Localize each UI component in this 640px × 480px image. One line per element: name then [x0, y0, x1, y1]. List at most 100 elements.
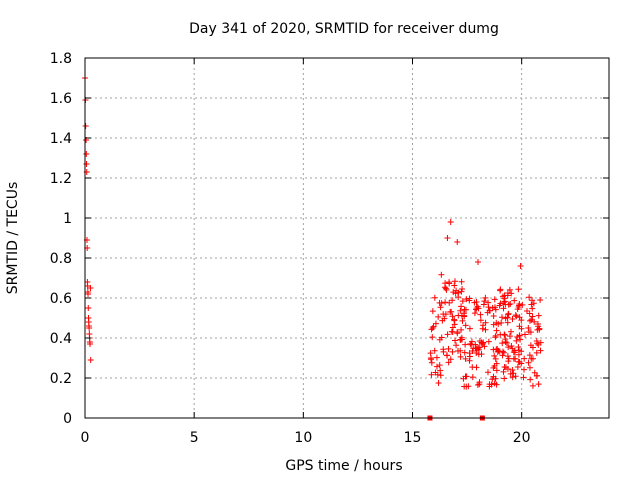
data-point — [458, 278, 465, 285]
data-point — [462, 306, 469, 313]
data-point — [435, 379, 442, 386]
data-point — [506, 286, 513, 293]
data-point — [509, 367, 516, 374]
data-point — [504, 314, 511, 321]
data-point — [454, 239, 461, 245]
data-point — [533, 337, 540, 344]
data-point — [457, 336, 464, 343]
data-point — [427, 350, 434, 357]
data-point — [474, 303, 481, 310]
data-point — [521, 355, 528, 362]
data-point — [85, 305, 92, 311]
data-point — [517, 263, 524, 269]
data-point — [531, 369, 538, 376]
data-point — [529, 313, 536, 320]
data-point — [455, 289, 462, 296]
data-point — [428, 359, 435, 366]
data-point — [529, 382, 536, 389]
data-point — [475, 259, 481, 265]
data-point — [446, 299, 453, 306]
data-point — [489, 376, 496, 383]
data-point — [474, 381, 481, 388]
data-point — [502, 338, 509, 345]
data-point — [87, 357, 94, 363]
data-point — [82, 123, 89, 129]
data-point — [511, 297, 518, 304]
data-point — [499, 340, 506, 347]
data-point — [504, 290, 511, 297]
data-point — [468, 341, 475, 348]
data-point — [505, 310, 512, 317]
data-point — [515, 343, 522, 350]
data-point — [505, 311, 512, 318]
data-point — [518, 325, 525, 332]
data-point — [513, 337, 520, 344]
data-point — [83, 151, 90, 157]
data-point — [449, 313, 456, 320]
data-point — [457, 353, 464, 360]
data-point — [505, 355, 512, 362]
data-point — [492, 332, 499, 339]
data-point — [518, 317, 525, 324]
data-point — [520, 374, 527, 381]
data-point — [491, 352, 498, 359]
data-point — [447, 219, 454, 225]
data-point — [436, 336, 443, 343]
data-point — [533, 349, 540, 356]
data-point — [491, 296, 498, 303]
y-tick-label: 0.4 — [50, 331, 72, 347]
y-axis-label: SRMTID / TECUs — [5, 182, 21, 295]
data-point — [428, 356, 435, 363]
data-point — [491, 304, 498, 311]
data-point — [497, 287, 504, 294]
data-point — [520, 366, 527, 373]
y-tick-label: 1.2 — [50, 171, 72, 187]
y-tick-label: 0.8 — [50, 251, 72, 267]
x-tick-label: 20 — [513, 430, 531, 446]
data-point — [499, 314, 506, 321]
data-point — [438, 271, 445, 278]
x-axis-label: GPS time / hours — [285, 458, 402, 474]
data-point — [449, 297, 456, 304]
data-point — [429, 334, 436, 341]
data-point — [444, 331, 451, 338]
data-point — [526, 352, 533, 359]
y-tick-label: 0 — [63, 411, 72, 427]
data-point — [513, 313, 520, 320]
data-point — [458, 303, 465, 310]
x-tick-label: 0 — [81, 430, 90, 446]
data-point — [449, 348, 456, 355]
chart-title: Day 341 of 2020, SRMTID for receiver dum… — [189, 21, 499, 37]
data-point — [431, 347, 438, 354]
data-point — [444, 235, 451, 241]
x-tick-label: 15 — [404, 430, 422, 446]
data-point — [510, 370, 517, 377]
data-point — [479, 325, 486, 332]
data-point — [451, 282, 458, 289]
data-point — [463, 383, 470, 390]
data-point — [433, 354, 440, 361]
data-point — [461, 349, 468, 356]
data-point — [452, 337, 459, 344]
data-point — [433, 363, 440, 370]
data-point — [462, 355, 469, 362]
data-point — [432, 320, 439, 327]
data-point — [451, 278, 458, 285]
data-point — [500, 305, 507, 312]
data-point — [459, 317, 466, 324]
data-point — [525, 328, 532, 335]
data-point — [87, 341, 94, 347]
grid-lines — [85, 58, 609, 418]
axis-ticks: 0 0.2 0.4 0.6 0.8 1 1.2 1.4 1.6 1.8 0 5 10 15 20 — [50, 51, 609, 446]
y-tick-label: 1.4 — [50, 131, 72, 147]
data-point — [451, 316, 458, 323]
data-point — [501, 375, 508, 382]
data-point — [451, 321, 458, 328]
data-point — [434, 371, 441, 378]
data-point — [533, 372, 540, 379]
data-point — [528, 355, 535, 362]
data-point — [458, 326, 465, 333]
data-point — [482, 294, 489, 301]
data-point — [529, 305, 536, 312]
